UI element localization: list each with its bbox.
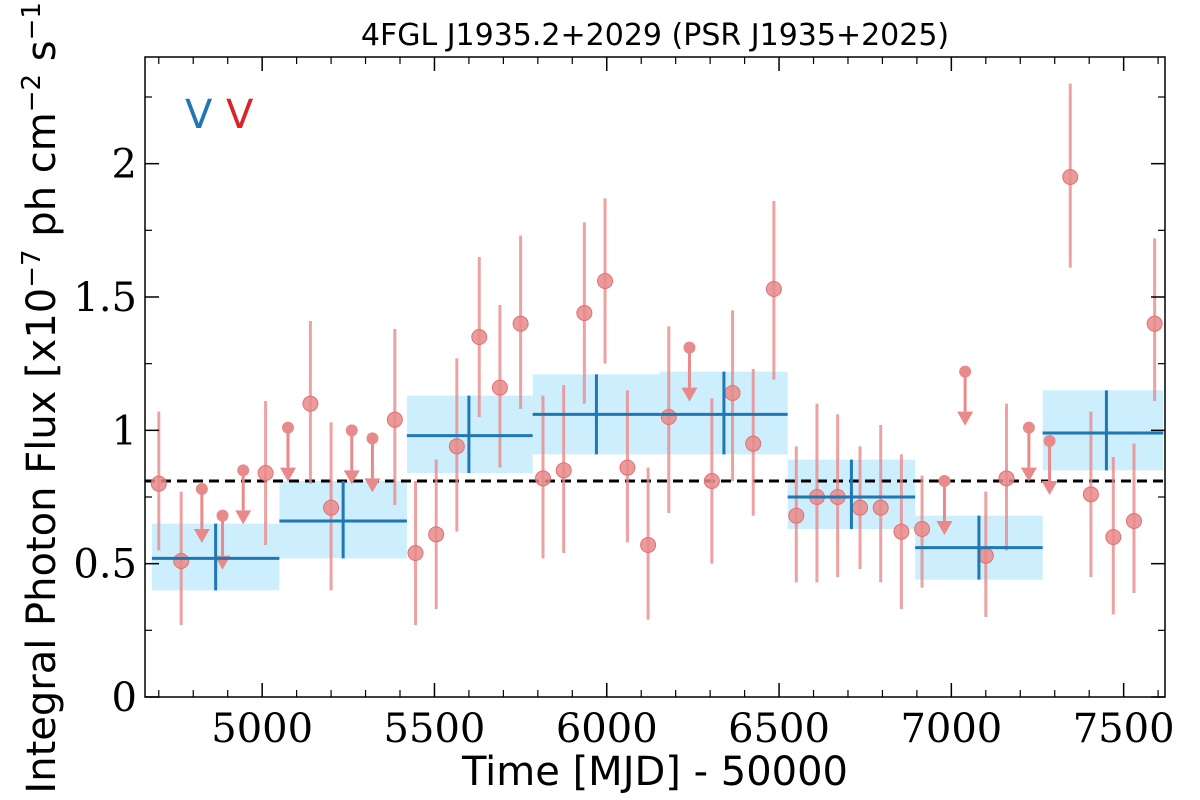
- monthly-point: [597, 273, 614, 289]
- monthly-point: [1146, 315, 1163, 332]
- legend-marker-red: V: [226, 92, 254, 138]
- y-label-mid: ph cm: [19, 112, 65, 249]
- y-tick-label: 1: [112, 408, 137, 454]
- upper-limit-arrow: [936, 521, 953, 535]
- monthly-point: [555, 462, 572, 479]
- y-label-exp3: −1: [17, 2, 47, 40]
- monthly-point: [745, 435, 762, 452]
- monthly-point: [576, 305, 593, 321]
- upper-limit-arrow: [280, 467, 297, 482]
- monthly-point: [323, 499, 340, 516]
- monthly-point: [640, 537, 657, 553]
- monthly-point: [914, 521, 931, 537]
- monthly-point: [173, 553, 190, 569]
- monthly-point: [765, 281, 782, 297]
- x-axis-label: Time [MJD] - 50000: [461, 749, 848, 795]
- binned-error-box: [1042, 390, 1164, 471]
- monthly-point: [619, 459, 636, 476]
- x-tick-label: 7000: [900, 706, 1002, 752]
- monthly-point: [1105, 529, 1122, 545]
- upper-limit-arrow: [1020, 467, 1037, 482]
- monthly-point: [257, 465, 274, 481]
- y-axis-label: Integral Photon Flux [x10−7 ph cm−2 s−1]: [17, 0, 65, 794]
- x-tick-label: 5500: [384, 706, 486, 752]
- monthly-point: [448, 438, 465, 455]
- monthly-point: [977, 547, 994, 564]
- y-label-close: ]: [19, 0, 65, 2]
- monthly-point: [998, 470, 1015, 487]
- monthly-point: [150, 475, 167, 492]
- monthly-point: [660, 409, 677, 425]
- y-label-base: Integral Photon Flux [x10: [19, 288, 65, 794]
- y-tick-label: 0: [112, 675, 137, 721]
- upper-limit-arrow: [364, 478, 381, 493]
- y-tick-label: 1.5: [73, 275, 137, 321]
- upper-limit-arrow: [681, 387, 698, 402]
- monthly-point: [428, 526, 445, 543]
- upper-limit-arrow: [193, 529, 210, 543]
- monthly-point: [703, 473, 720, 489]
- x-tick-label: 7500: [1073, 706, 1175, 752]
- y-label-exp2: −2: [17, 74, 47, 112]
- monthly-point: [1062, 169, 1079, 185]
- x-tick-label: 5000: [211, 706, 313, 752]
- plot-frame: [144, 56, 1166, 698]
- monthly-point: [1082, 486, 1099, 503]
- monthly-point: [302, 395, 319, 412]
- x-tick-label: 6500: [728, 706, 830, 752]
- axes: 5000 5500 6000 6500 7000 7500 0 0.5 1 1.5 2: [73, 56, 1175, 752]
- monthly-point: [535, 470, 552, 487]
- legend-marker-blue: V: [185, 92, 213, 138]
- upper-limit-arrow: [957, 411, 974, 426]
- y-label-end: s: [19, 40, 65, 74]
- monthly-point: [386, 411, 403, 428]
- y-tick-label: 0.5: [73, 542, 137, 588]
- monthly-point: [724, 385, 741, 401]
- y-label-exp1: −7: [17, 249, 47, 287]
- upper-limit-arrow: [235, 510, 252, 525]
- monthly-points: [150, 83, 1163, 625]
- monthly-point: [788, 507, 805, 524]
- monthly-point: [852, 499, 869, 516]
- monthly-point: [893, 523, 910, 540]
- monthly-point: [407, 545, 424, 561]
- x-tick-label: 6000: [556, 706, 658, 752]
- monthly-point: [471, 329, 488, 345]
- monthly-point: [512, 315, 529, 332]
- monthly-point: [491, 379, 508, 396]
- upper-limit-arrow: [1041, 481, 1058, 495]
- monthly-point: [1125, 513, 1142, 529]
- chart-title: 4FGL J1935.2+2029 (PSR J1935+2025): [361, 18, 949, 53]
- upper-limit-arrow: [343, 470, 360, 485]
- binned-crosses: [151, 371, 1164, 591]
- y-tick-label: 2: [112, 142, 137, 188]
- monthly-point: [872, 499, 889, 516]
